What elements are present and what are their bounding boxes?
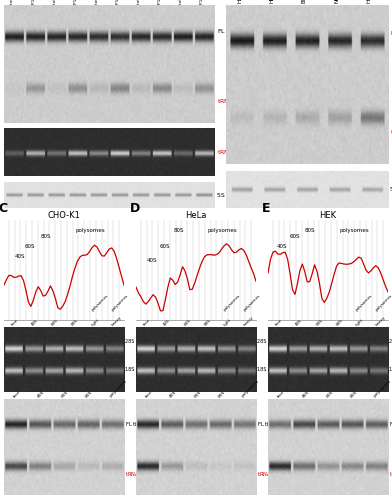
Text: E: E (262, 202, 270, 215)
Text: FL tRNA$^{Pro}$: FL tRNA$^{Pro}$ (390, 29, 392, 38)
Text: polysomes: polysomes (375, 294, 392, 312)
Text: 40S: 40S (37, 390, 46, 398)
Text: Hep3B: Hep3B (367, 0, 372, 4)
Text: FL tRNA$^{Pro}$: FL tRNA$^{Pro}$ (389, 420, 392, 429)
Text: polysomes: polysomes (373, 379, 392, 398)
Text: 60S: 60S (160, 244, 170, 250)
Text: 40S: 40S (301, 390, 310, 398)
Text: light: light (91, 318, 100, 326)
Text: heavy: heavy (375, 315, 387, 326)
Text: HeLa: HeLa (237, 0, 242, 4)
Text: 80S: 80S (305, 228, 315, 234)
Text: tRNA$^{Pro}$ half: tRNA$^{Pro}$ half (217, 97, 256, 106)
Text: FL tRNA$^{Pro}$: FL tRNA$^{Pro}$ (217, 26, 250, 36)
Text: 40S: 40S (169, 390, 178, 398)
Text: 80S: 80S (71, 318, 80, 326)
Text: polysomes: polysomes (76, 228, 105, 234)
Title: HEK: HEK (319, 212, 337, 220)
Text: total RNA: total RNA (53, 0, 56, 4)
Text: P100 RNA: P100 RNA (74, 0, 78, 4)
Text: free: free (145, 390, 154, 398)
Text: 80S: 80S (335, 318, 344, 326)
Text: P100 RNA: P100 RNA (158, 0, 162, 4)
Text: total RNA: total RNA (95, 0, 99, 4)
Text: free: free (11, 318, 20, 326)
Text: P100 RNA: P100 RNA (116, 0, 120, 4)
Text: polysomes: polysomes (339, 228, 369, 234)
Text: FL tRNA$^{Pro}$: FL tRNA$^{Pro}$ (125, 420, 154, 429)
Text: D: D (130, 202, 140, 215)
Text: 40S: 40S (146, 258, 157, 264)
Text: free: free (275, 318, 284, 326)
Text: polysomes: polysomes (243, 294, 262, 312)
Text: 40S: 40S (14, 254, 25, 260)
Text: light: light (355, 318, 365, 326)
Text: free: free (13, 390, 22, 398)
Text: free: free (277, 390, 286, 398)
Text: 80S: 80S (85, 390, 94, 398)
Text: tRNA$^{Pro}$ half: tRNA$^{Pro}$ half (257, 470, 290, 478)
Text: 28S rRNA: 28S rRNA (389, 339, 392, 344)
Text: tRNA$^{Pro}$ half: tRNA$^{Pro}$ half (125, 470, 158, 478)
Text: BON: BON (302, 0, 307, 4)
Text: P100 RNA: P100 RNA (200, 0, 204, 4)
Text: 28S rRNA: 28S rRNA (125, 339, 149, 344)
Text: 40S: 40S (277, 244, 288, 250)
Text: 60S: 60S (61, 390, 70, 398)
Text: 80S: 80S (349, 390, 358, 398)
Text: 40S: 40S (31, 318, 40, 326)
Text: FL tRNA$^{Pro}$: FL tRNA$^{Pro}$ (257, 420, 286, 429)
Title: HeLa: HeLa (185, 212, 207, 220)
Text: 18S rRNA: 18S rRNA (125, 367, 149, 372)
Text: 60S: 60S (325, 390, 334, 398)
Text: polysomes: polysomes (208, 228, 237, 234)
Text: 5S rRNA: 5S rRNA (217, 192, 243, 198)
Text: 18S rRNA: 18S rRNA (389, 367, 392, 372)
Text: 80S: 80S (203, 318, 212, 326)
Text: 60S: 60S (315, 318, 324, 326)
Text: 60S: 60S (193, 390, 202, 398)
Text: P100 RNA: P100 RNA (31, 0, 36, 4)
Text: polysomes: polysomes (355, 294, 374, 312)
Text: total RNA: total RNA (137, 0, 141, 4)
Text: 18S rRNA: 18S rRNA (257, 367, 281, 372)
Text: tRNA$^{Pro}$ half: tRNA$^{Pro}$ half (389, 470, 392, 478)
Text: polysomes: polysomes (111, 294, 130, 312)
Text: total RNA: total RNA (11, 0, 15, 4)
Text: total RNA: total RNA (179, 0, 183, 4)
Text: HEK: HEK (270, 0, 274, 4)
Text: tRNA$^{Pro}$ half: tRNA$^{Pro}$ half (390, 127, 392, 136)
Text: 28S rRNA: 28S rRNA (257, 339, 281, 344)
Text: polysomes: polysomes (91, 294, 110, 312)
Text: 80S: 80S (174, 228, 185, 234)
Text: polysomes: polysomes (109, 379, 129, 398)
Text: 60S: 60S (289, 234, 300, 240)
Text: NCI: NCI (334, 0, 339, 4)
Text: 40S: 40S (163, 318, 171, 326)
Text: 40S: 40S (295, 318, 303, 326)
Text: light: light (223, 318, 232, 326)
Text: 80S: 80S (41, 234, 51, 240)
Text: 5S rRNA: 5S rRNA (390, 188, 392, 192)
Text: heavy: heavy (243, 315, 255, 326)
Text: free: free (143, 318, 152, 326)
Text: tRNA$^{Pro}$ half: tRNA$^{Pro}$ half (217, 148, 256, 157)
Text: 60S: 60S (183, 318, 192, 326)
Text: heavy: heavy (111, 315, 123, 326)
Text: polysomes: polysomes (241, 379, 260, 398)
Text: 60S: 60S (25, 244, 36, 250)
Title: CHO-K1: CHO-K1 (47, 212, 80, 220)
Text: 80S: 80S (217, 390, 226, 398)
Text: polysomes: polysomes (223, 294, 241, 312)
Text: C: C (0, 202, 7, 215)
Text: 60S: 60S (51, 318, 60, 326)
